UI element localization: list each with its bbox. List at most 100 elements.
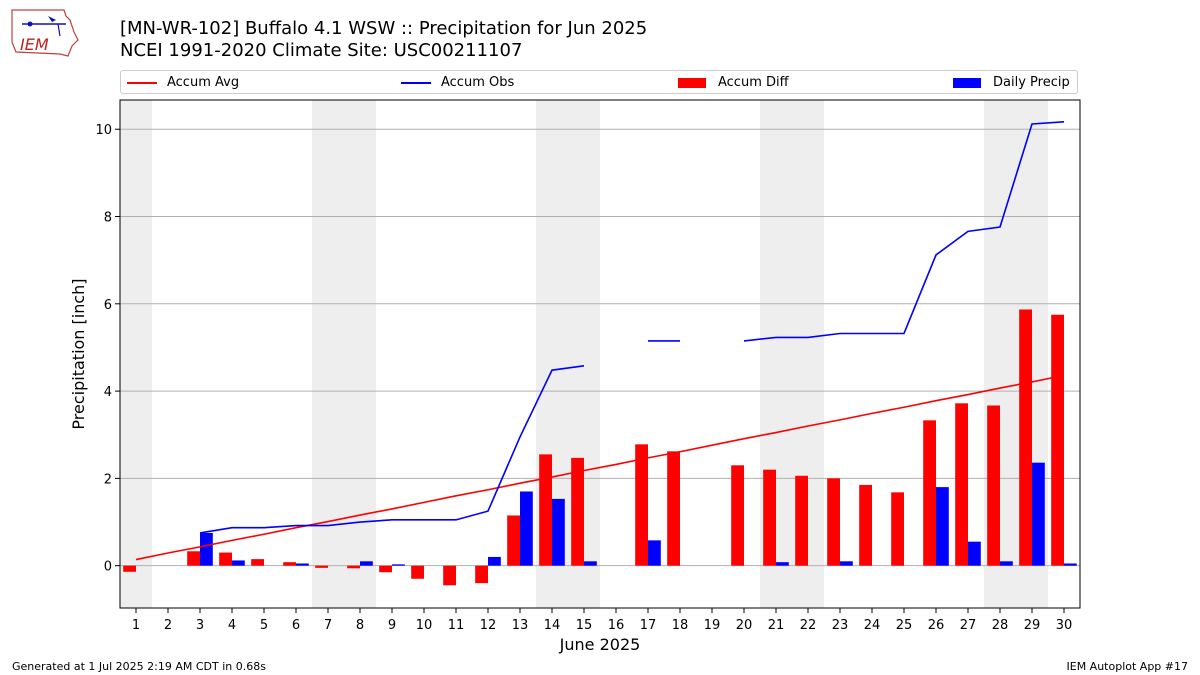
accum-diff-bar-23 (827, 478, 840, 566)
x-tick-label-22: 22 (800, 618, 817, 633)
accum-diff-bar-6 (283, 562, 296, 566)
accum-diff-bar-26 (923, 420, 936, 566)
x-tick-label-20: 20 (736, 618, 753, 633)
accum-diff-bar-20 (731, 465, 744, 566)
accum-diff-bar-3 (187, 551, 200, 566)
legend: Accum Avg Accum Obs Accum Diff Daily Pre… (120, 70, 1078, 94)
daily-precip-bar-12 (488, 556, 501, 566)
daily-precip-bar-29 (1032, 462, 1045, 566)
daily-precip-bar-8 (360, 561, 373, 566)
daily-precip-bar-27 (968, 541, 981, 566)
accum-diff-bar-21 (763, 469, 776, 566)
x-tick-label-3: 3 (196, 618, 204, 633)
accum-diff-bar-18 (667, 451, 680, 566)
daily-precip-bar-14 (552, 498, 565, 566)
x-tick-label-23: 23 (832, 618, 849, 633)
chart-subtitle: NCEI 1991-2020 Climate Site: USC00211107 (120, 40, 523, 61)
accum-diff-bar-17 (635, 444, 648, 566)
x-tick-label-21: 21 (768, 618, 785, 633)
legend-label-accum-avg: Accum Avg (167, 75, 240, 90)
footer-generated: Generated at 1 Jul 2025 2:19 AM CDT in 0… (12, 660, 266, 673)
accum-diff-bar-7 (315, 565, 328, 568)
x-tick-label-16: 16 (608, 618, 625, 633)
svg-text:IEM: IEM (20, 35, 49, 54)
x-tick-label-13: 13 (512, 618, 529, 633)
x-tick-label-9: 9 (388, 618, 396, 633)
x-tick-label-4: 4 (228, 618, 236, 633)
legend-label-daily-precip: Daily Precip (993, 75, 1070, 90)
accum-diff-bar-25 (891, 492, 904, 566)
y-gridlines (120, 128, 1080, 567)
daily-precip-bar-13 (520, 491, 533, 566)
y-tick-label-10: 10 (95, 123, 112, 138)
x-tick-label-18: 18 (672, 618, 689, 633)
accum-diff-bar-29 (1019, 309, 1032, 566)
chart-title: [MN-WR-102] Buffalo 4.1 WSW :: Precipita… (120, 18, 648, 39)
accum-avg-line-segment-0 (135, 374, 1065, 561)
daily-precip-bar-4 (232, 560, 245, 566)
x-tick-label-1: 1 (132, 618, 140, 633)
accum-diff-bar-5 (251, 559, 264, 566)
accum-diff-bar-24 (859, 484, 872, 566)
x-ticks: 1 2 3 4 5 6 7 8 9 10 11 12 13 14 15 16 17 18 19 20 21 22 23 24 2… (132, 608, 1072, 633)
accum-diff-bar-12 (475, 565, 488, 584)
daily-precip-bar-17 (648, 540, 661, 566)
accum-diff-bar-13 (507, 515, 520, 566)
y-ticks: 0 2 4 6 8 10 (95, 123, 120, 575)
legend-label-accum-obs: Accum Obs (441, 75, 515, 90)
footer-app: IEM Autoplot App #17 (1066, 660, 1189, 673)
x-tick-label-11: 11 (448, 618, 465, 633)
plot-frame (119, 99, 1081, 609)
accum-diff-bar-27 (955, 403, 968, 566)
accum-diff-bar-10 (411, 565, 424, 579)
accum-diff-bar-28 (987, 405, 1000, 566)
x-tick-label-6: 6 (292, 618, 300, 633)
y-tick-label-6: 6 (104, 298, 112, 313)
iem-logo: IEM (11, 9, 79, 57)
accum-obs-line-segment-0 (199, 364, 585, 534)
accum-diff-bar-14 (539, 454, 552, 566)
accum-obs-line-segment-2 (743, 121, 1065, 342)
legend-swatch-accum-avg (127, 82, 157, 84)
x-axis-label: June 2025 (559, 635, 641, 654)
x-tick-label-17: 17 (640, 618, 657, 633)
x-tick-label-26: 26 (928, 618, 945, 633)
accum-diff-bar-9 (379, 565, 392, 573)
y-tick-label-8: 8 (104, 211, 112, 226)
x-tick-label-5: 5 (260, 618, 268, 633)
x-tick-label-10: 10 (416, 618, 433, 633)
legend-label-accum-diff: Accum Diff (718, 75, 789, 90)
accum-diff-bar-8 (347, 565, 360, 569)
lines (135, 121, 1065, 561)
daily-precip-bar-6 (296, 563, 309, 566)
x-tick-label-29: 29 (1024, 618, 1041, 633)
accum-diff-bar-22 (795, 475, 808, 566)
daily-precip-bar-30 (1064, 563, 1077, 566)
x-tick-label-24: 24 (864, 618, 881, 633)
x-tick-label-19: 19 (704, 618, 721, 633)
legend-swatch-accum-diff (678, 78, 706, 88)
daily-precip-bar-28 (1000, 561, 1013, 566)
x-tick-label-12: 12 (480, 618, 497, 633)
weekend-shade-7 (312, 100, 344, 608)
weekend-shade-1 (120, 100, 152, 608)
x-tick-label-30: 30 (1056, 618, 1073, 633)
y-tick-label-4: 4 (104, 385, 112, 400)
weekend-shade-8 (344, 100, 376, 608)
y-tick-label-2: 2 (104, 472, 112, 487)
daily-precip-bar-23 (840, 561, 853, 566)
x-tick-label-7: 7 (324, 618, 332, 633)
y-tick-label-0: 0 (104, 560, 112, 575)
daily-precip-bar-26 (936, 487, 949, 566)
daily-precip-bar-9 (392, 564, 405, 566)
accum-diff-bar-15 (571, 457, 584, 566)
x-tick-label-28: 28 (992, 618, 1009, 633)
legend-swatch-daily-precip (953, 78, 981, 88)
x-tick-label-15: 15 (576, 618, 593, 633)
x-tick-label-2: 2 (164, 618, 172, 633)
accum-diff-bar-30 (1051, 314, 1064, 566)
daily-precip-bar-15 (584, 561, 597, 566)
legend-swatch-accum-obs (401, 82, 431, 84)
daily-precip-bar-3 (200, 532, 213, 566)
